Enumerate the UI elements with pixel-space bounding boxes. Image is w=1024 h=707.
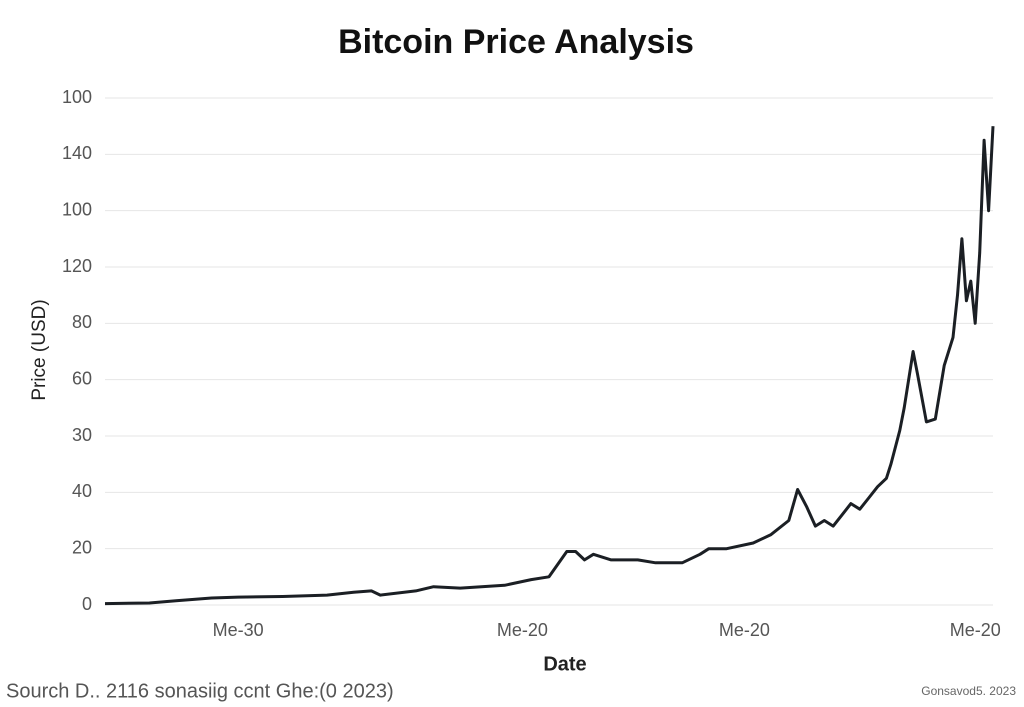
y-tick-label: 100 — [62, 87, 92, 107]
x-tick-label: Me-30 — [213, 620, 264, 640]
y-tick-label: 80 — [72, 312, 92, 332]
y-tick-label: 30 — [72, 425, 92, 445]
y-tick-label: 0 — [82, 594, 92, 614]
y-tick-label: 140 — [62, 143, 92, 163]
x-axis-label: Date — [543, 653, 586, 675]
credit-note: Gonsavod5. 2023 — [921, 684, 1016, 698]
x-tick-label: Me-20 — [497, 620, 548, 640]
y-tick-label: 120 — [62, 256, 92, 276]
y-tick-label: 40 — [72, 481, 92, 501]
chart-title: Bitcoin Price Analysis — [338, 23, 694, 61]
y-axis-label: Price (USD) — [29, 299, 50, 400]
source-note: Sourch D.. 2116 sonasiig ccnt Ghe:(0 202… — [6, 680, 394, 702]
y-tick-label: 100 — [62, 199, 92, 219]
price-line — [104, 126, 995, 606]
x-tick-label: Me-20 — [719, 620, 770, 640]
x-tick-label: Me-20 — [950, 620, 1001, 640]
y-tick-label: 60 — [72, 368, 92, 388]
y-tick-label: 20 — [72, 537, 92, 557]
